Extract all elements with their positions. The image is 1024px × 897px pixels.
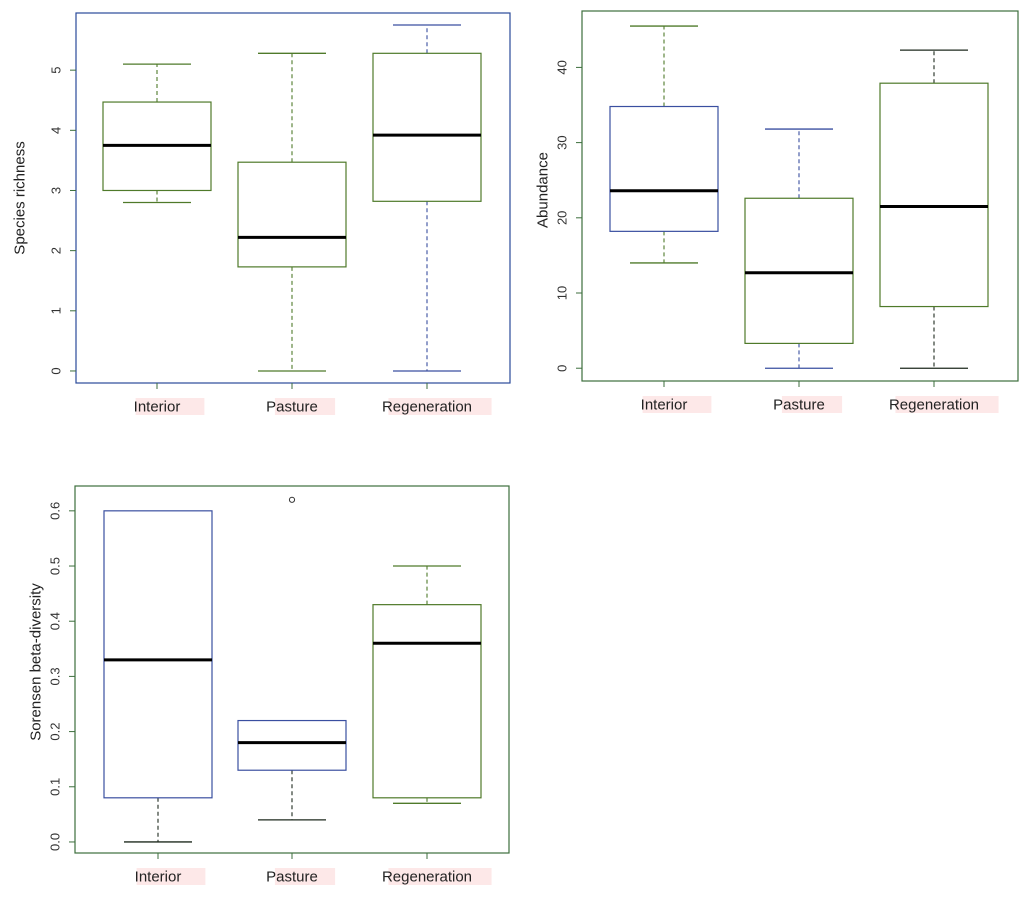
- y-tick-label: 2: [49, 247, 64, 254]
- label-highlight: [136, 868, 206, 885]
- box-interior: [103, 510, 213, 843]
- x-category-label: Interior: [641, 397, 688, 414]
- y-tick-label: 0.5: [48, 557, 63, 575]
- label-highlight: [388, 868, 492, 885]
- y-tick-label: 0: [49, 367, 64, 374]
- boxplot-panel-3: 0.0 0.1 0.2 0.3 0.4 0.5 0.6 Sorensen beta-diver…: [28, 485, 510, 886]
- x-category-label: Regeneration: [889, 397, 979, 414]
- y-tick-label: 4: [49, 127, 64, 134]
- iqr-box: [879, 82, 989, 308]
- x-category-label: Interior: [135, 869, 182, 886]
- outlier-point: [288, 496, 296, 503]
- box-pasture: [237, 52, 347, 372]
- label-highlight: [388, 398, 492, 415]
- y-axis-label: Sorensen beta-diversity: [28, 583, 45, 741]
- y-tick-label: 0.2: [48, 723, 63, 741]
- box-pasture: [744, 128, 854, 369]
- y-tick-label: 0.4: [48, 612, 63, 630]
- iqr-box: [372, 604, 482, 799]
- y-tick-label: 3: [49, 187, 64, 194]
- y-tick-label: 0.6: [48, 502, 63, 520]
- plot-frame: [581, 10, 1019, 382]
- y-tick-label: 5: [49, 67, 64, 74]
- y-axis-label: Abundance: [535, 152, 552, 228]
- box-pasture: [237, 496, 347, 821]
- y-axis-label: Species richness: [12, 141, 29, 254]
- boxplot-panel-2: 0 10 20 30 40 Abundance Interior Pasture Regener…: [535, 10, 1019, 414]
- box-interior: [609, 25, 719, 264]
- label-highlight: [135, 398, 205, 415]
- y-tick-label: 20: [555, 211, 570, 225]
- label-highlight: [274, 868, 336, 885]
- y-tick-label: 10: [555, 286, 570, 300]
- label-highlight: [781, 396, 843, 413]
- label-highlight: [274, 398, 336, 415]
- iqr-box: [237, 719, 347, 771]
- y-tick-label: 1: [49, 307, 64, 314]
- x-category-label: Regeneration: [382, 869, 472, 886]
- box-regeneration: [879, 49, 989, 369]
- label-highlight: [895, 396, 999, 413]
- plot-frame: [75, 12, 511, 384]
- y-tick-label: 0.1: [48, 778, 63, 796]
- iqr-box: [609, 105, 719, 232]
- box-regeneration: [372, 24, 482, 372]
- x-category-label: Pasture: [773, 397, 825, 414]
- y-tick-label: 30: [555, 135, 570, 149]
- y-tick-label: 0.3: [48, 667, 63, 685]
- box-regeneration: [372, 565, 482, 804]
- x-category-label: Pasture: [266, 399, 318, 416]
- x-category-label: Regeneration: [382, 399, 472, 416]
- x-category-label: Pasture: [266, 869, 318, 886]
- iqr-box: [103, 510, 213, 799]
- iqr-box: [237, 161, 347, 268]
- y-tick-label: 0.0: [48, 833, 63, 851]
- iqr-box: [744, 197, 854, 344]
- y-tick-label: 40: [555, 60, 570, 74]
- y-tick-label: 0: [555, 365, 570, 372]
- box-interior: [102, 63, 212, 204]
- label-highlight: [642, 396, 712, 413]
- iqr-box: [372, 52, 482, 202]
- boxplot-panel-1: 0 1 2 3 4 5 Species richness Interior Pasture Reg…: [12, 12, 511, 416]
- x-category-label: Interior: [134, 399, 181, 416]
